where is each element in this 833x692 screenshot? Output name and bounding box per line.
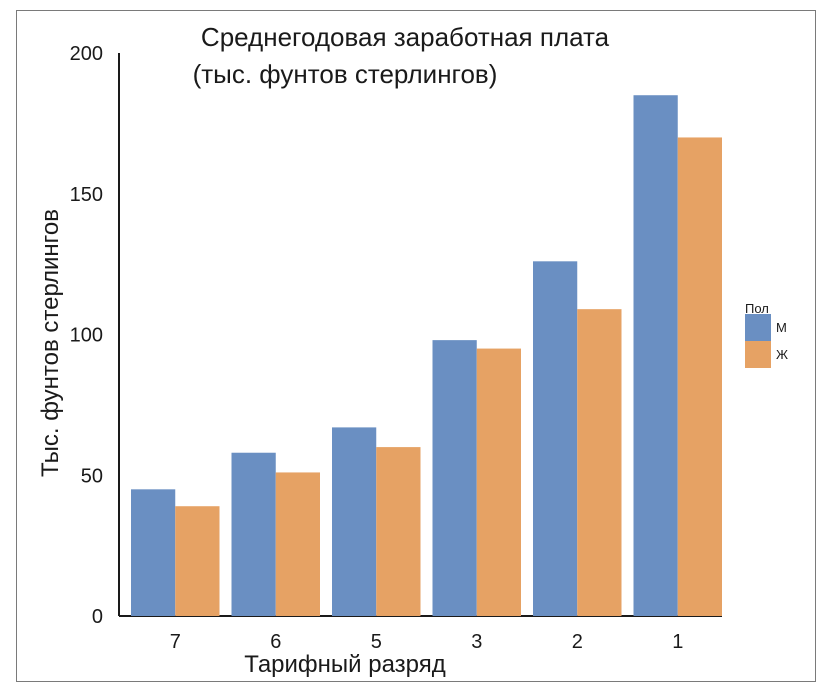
y-tick-label: 0 (92, 606, 103, 628)
bar-zh-5 (376, 447, 421, 616)
x-tick-label: 2 (572, 631, 583, 653)
bar-m-5 (332, 427, 377, 616)
y-tick-label: 50 (81, 465, 103, 487)
bar-m-2 (533, 261, 578, 616)
legend-swatch (745, 341, 771, 368)
bar-m-1 (633, 95, 678, 617)
bars-group (131, 95, 722, 617)
y-tick-label: 100 (70, 325, 103, 347)
legend-swatch (745, 314, 771, 341)
bar-m-7 (131, 489, 176, 616)
legend-label: М (776, 320, 787, 335)
bar-zh-7 (175, 506, 220, 616)
x-tick-label: 5 (371, 631, 382, 653)
bar-m-3 (432, 340, 477, 616)
chart-title: Среднегодовая заработная плата (201, 22, 610, 52)
x-tick-label: 7 (170, 631, 181, 653)
y-tick-label: 200 (70, 43, 103, 65)
chart-subtitle: (тыс. фунтов стерлингов) (193, 59, 498, 89)
x-ticks: 7 6 5 3 2 1 (170, 631, 684, 653)
y-tick-label: 150 (70, 184, 103, 206)
x-tick-label: 1 (672, 631, 683, 653)
bar-zh-3 (476, 348, 521, 616)
legend: Пол МЖ (745, 301, 788, 368)
bar-zh-6 (275, 472, 320, 616)
x-tick-label: 3 (471, 631, 482, 653)
legend-label: Ж (776, 347, 788, 362)
bar-zh-2 (577, 309, 622, 616)
y-axis-title: Тыс. фунтов стерлингов (37, 209, 64, 477)
bar-zh-1 (677, 137, 722, 616)
x-tick-label: 6 (270, 631, 281, 653)
legend-title: Пол (745, 301, 769, 316)
x-axis-title: Тарифный разряд (244, 651, 446, 678)
bar-m-6 (231, 452, 276, 616)
y-ticks: 0 50 100 150 200 (70, 43, 103, 628)
